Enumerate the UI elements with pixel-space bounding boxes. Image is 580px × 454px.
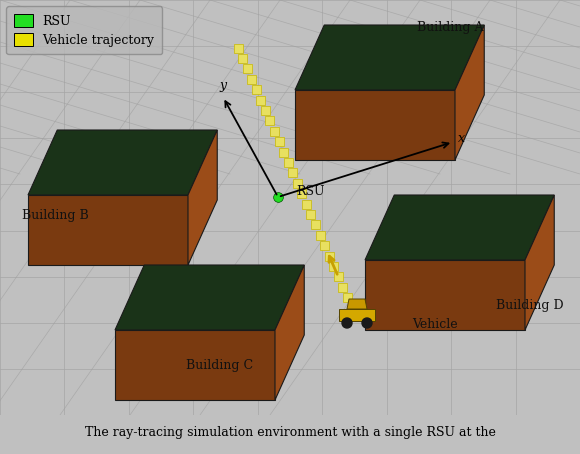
Polygon shape <box>188 130 218 265</box>
Polygon shape <box>347 299 367 309</box>
Polygon shape <box>275 265 304 400</box>
Polygon shape <box>284 158 293 167</box>
Text: RSU: RSU <box>296 185 324 198</box>
Polygon shape <box>347 304 357 312</box>
Polygon shape <box>306 210 316 219</box>
Polygon shape <box>339 309 375 321</box>
Polygon shape <box>293 179 302 188</box>
Polygon shape <box>334 272 343 281</box>
Polygon shape <box>365 195 554 260</box>
Polygon shape <box>295 90 455 160</box>
Polygon shape <box>274 137 284 146</box>
Legend: RSU, Vehicle trajectory: RSU, Vehicle trajectory <box>6 6 162 54</box>
Text: y: y <box>219 79 226 92</box>
Polygon shape <box>238 54 247 63</box>
Text: Building B: Building B <box>21 208 88 222</box>
Polygon shape <box>295 25 484 90</box>
Text: Vehicle: Vehicle <box>412 318 458 331</box>
Polygon shape <box>252 85 261 94</box>
Polygon shape <box>311 220 320 229</box>
Polygon shape <box>242 64 252 73</box>
Polygon shape <box>302 199 311 208</box>
Polygon shape <box>234 44 242 53</box>
Text: The ray-tracing simulation environment with a single RSU at the: The ray-tracing simulation environment w… <box>85 426 495 439</box>
Polygon shape <box>115 330 275 400</box>
Polygon shape <box>343 293 352 302</box>
Polygon shape <box>28 130 218 195</box>
Polygon shape <box>247 75 256 84</box>
Polygon shape <box>270 127 279 136</box>
Polygon shape <box>320 241 329 250</box>
Polygon shape <box>115 265 304 330</box>
Text: Building A: Building A <box>417 21 483 35</box>
Text: Building D: Building D <box>496 298 564 311</box>
Polygon shape <box>288 168 297 178</box>
Text: x: x <box>458 132 465 145</box>
Polygon shape <box>338 283 347 292</box>
Polygon shape <box>329 262 338 271</box>
Polygon shape <box>525 195 554 330</box>
Polygon shape <box>261 106 270 115</box>
Circle shape <box>342 318 352 328</box>
Polygon shape <box>256 95 265 104</box>
Text: Building C: Building C <box>186 359 253 371</box>
Polygon shape <box>279 148 288 157</box>
Polygon shape <box>266 116 274 125</box>
Polygon shape <box>28 195 188 265</box>
Polygon shape <box>316 231 325 240</box>
Polygon shape <box>298 189 306 198</box>
Circle shape <box>362 318 372 328</box>
Polygon shape <box>365 260 525 330</box>
Polygon shape <box>325 252 333 261</box>
Polygon shape <box>455 25 484 160</box>
